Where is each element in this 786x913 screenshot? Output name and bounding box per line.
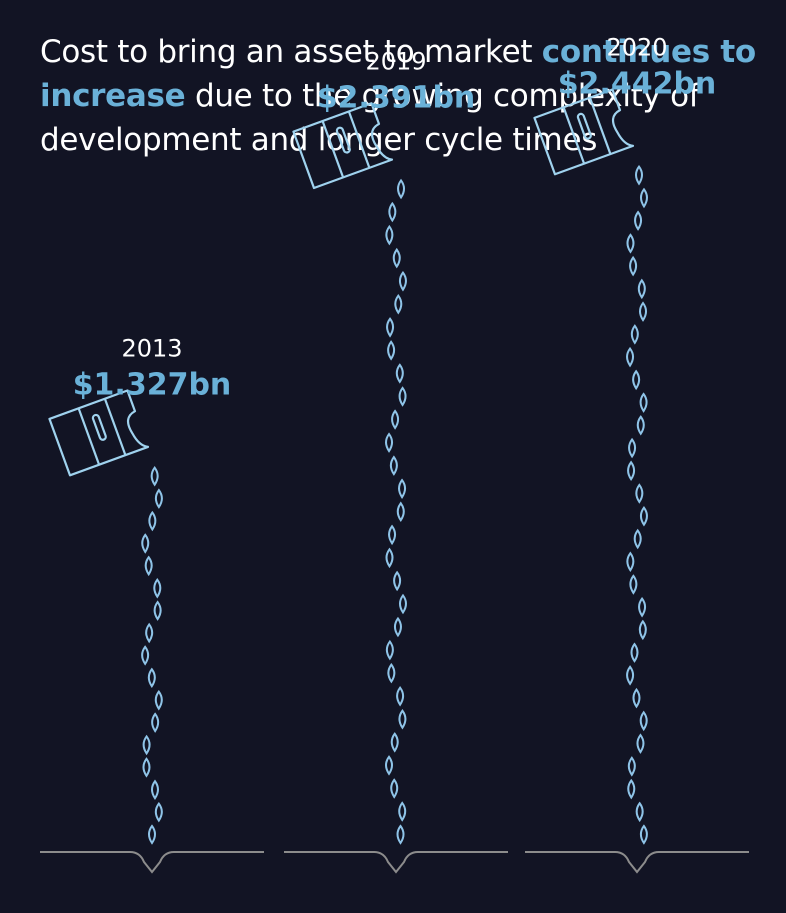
drop — [395, 363, 404, 384]
drop — [626, 346, 635, 368]
drop — [639, 506, 648, 527]
headline-highlight: continues to increase — [40, 34, 756, 114]
drop — [636, 733, 645, 754]
drop — [385, 639, 394, 661]
ground-line — [40, 851, 264, 874]
drop — [632, 687, 641, 709]
drop — [385, 755, 394, 776]
drop — [154, 488, 163, 509]
drop — [385, 547, 394, 569]
drop — [397, 178, 406, 200]
drop — [389, 455, 398, 476]
drop — [638, 619, 647, 641]
drop — [154, 689, 163, 711]
drop — [639, 824, 648, 845]
drop — [633, 528, 642, 550]
headline-part-1: Cost to bring an asset to market — [40, 34, 542, 70]
drop — [385, 432, 394, 453]
drop — [629, 255, 638, 277]
headline: Cost to bring an asset to market continu… — [40, 30, 760, 162]
drop — [388, 524, 397, 546]
drop — [142, 757, 151, 778]
drop — [627, 756, 636, 777]
ground-line — [525, 851, 749, 874]
drop — [635, 164, 644, 186]
drop — [627, 460, 636, 482]
drop — [639, 710, 648, 732]
drop — [390, 732, 399, 753]
drop — [398, 386, 407, 407]
drop — [638, 596, 647, 618]
drop — [396, 501, 405, 523]
drop — [398, 478, 407, 499]
drop — [141, 645, 150, 666]
drop — [627, 778, 636, 800]
value-label: $2.442bn — [558, 67, 717, 102]
cost-group-2020: 2020 $2.442bn — [525, 34, 749, 874]
cost-group-2013: 2013 $1.327bn — [40, 335, 264, 874]
drop — [396, 685, 405, 707]
drop — [388, 201, 397, 223]
drop — [639, 301, 648, 322]
wallet-icon — [533, 88, 635, 176]
drop — [396, 824, 405, 845]
drop — [394, 294, 403, 315]
drop — [151, 712, 160, 733]
drop — [387, 662, 396, 684]
drop — [630, 324, 639, 345]
drop — [391, 409, 400, 430]
drop — [635, 801, 644, 823]
year-label: 2013 — [121, 335, 182, 363]
drop — [398, 801, 407, 822]
drop — [637, 278, 646, 300]
drop — [626, 551, 635, 572]
drop — [630, 642, 639, 663]
value-label: $2.391bn — [317, 80, 476, 115]
drop — [385, 224, 394, 246]
cost-group-2019: 2019 $2.391bn — [284, 47, 508, 874]
drop — [148, 824, 156, 845]
wallet-icon — [292, 102, 394, 190]
drop — [632, 369, 641, 391]
wallet-icon — [48, 389, 150, 477]
drop — [386, 317, 395, 338]
drop — [629, 574, 638, 595]
drop — [639, 392, 648, 413]
value-label: $1.327bn — [73, 368, 232, 403]
drop — [387, 340, 396, 361]
drop — [398, 593, 407, 615]
drop — [145, 622, 154, 644]
drop — [626, 233, 635, 254]
year-label: 2020 — [606, 34, 667, 62]
drop — [153, 600, 162, 621]
drop — [150, 779, 159, 801]
ground-line — [284, 851, 508, 874]
drop — [141, 533, 150, 554]
drop — [142, 734, 151, 756]
drop — [393, 570, 402, 592]
drop — [148, 510, 157, 532]
drop — [153, 578, 162, 599]
drop — [147, 667, 156, 689]
drop — [635, 483, 644, 504]
drop — [392, 247, 401, 269]
drop — [390, 778, 399, 799]
drop — [144, 555, 153, 577]
drop — [154, 801, 163, 823]
drop — [398, 270, 407, 292]
drop — [150, 466, 159, 487]
headline-part-2: due to the growing complexity of develop… — [40, 78, 700, 158]
drop — [639, 187, 648, 209]
drop — [634, 210, 643, 231]
year-label: 2019 — [365, 47, 426, 75]
drop — [393, 616, 402, 638]
drop — [636, 415, 645, 436]
drop — [628, 437, 637, 459]
drop — [626, 665, 635, 686]
drop — [398, 709, 407, 730]
